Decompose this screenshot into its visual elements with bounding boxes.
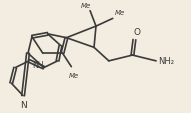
Text: N: N: [20, 101, 26, 109]
Text: O: O: [134, 28, 141, 36]
Text: Me: Me: [81, 3, 91, 9]
Text: Me: Me: [69, 73, 79, 79]
Text: NH: NH: [32, 60, 44, 69]
Text: Me: Me: [115, 9, 125, 15]
Text: NH₂: NH₂: [158, 57, 174, 66]
